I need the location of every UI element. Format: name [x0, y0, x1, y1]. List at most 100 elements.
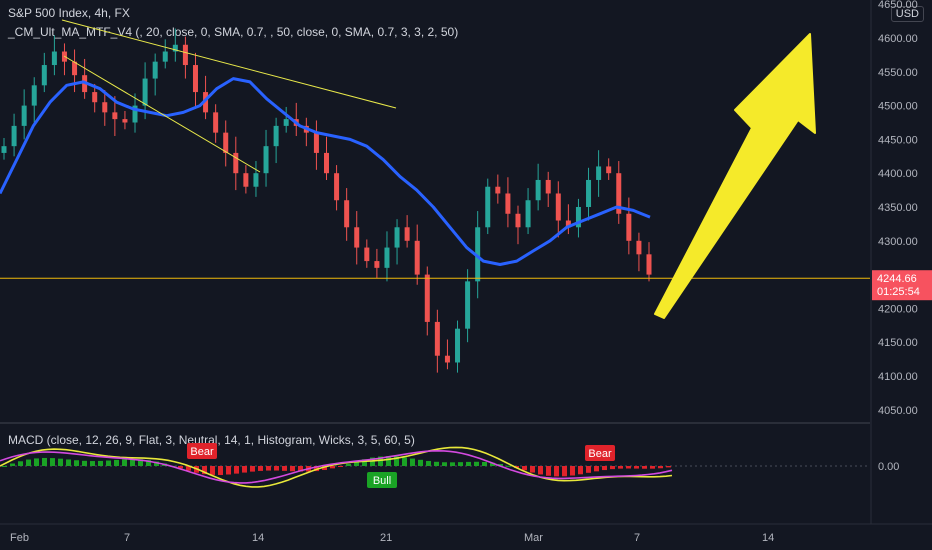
candle-body [545, 179, 551, 194]
candle-body [404, 227, 410, 241]
macd-hist-bar [98, 460, 103, 466]
macd-hist-bar [442, 462, 447, 466]
macd-hist-bar [50, 458, 55, 466]
candle-body [182, 44, 188, 66]
macd-hist-bar [538, 466, 543, 475]
candle-body [344, 200, 350, 228]
candle-body [444, 355, 450, 363]
candle-body [535, 179, 541, 201]
y-tick-label: 4500.00 [878, 101, 918, 113]
candle-body [233, 152, 239, 174]
macd-hist-bar [266, 466, 271, 471]
macd-hist-bar [634, 466, 639, 469]
candle-body [92, 92, 98, 103]
candle-body [515, 213, 521, 228]
macd-hist-bar [626, 466, 631, 469]
candle-body [616, 173, 622, 214]
macd-hist-bar [546, 466, 551, 476]
candle-body [525, 200, 531, 228]
y-tick-label: 4200.00 [878, 303, 918, 315]
signal-label-bear: Bear [585, 445, 615, 461]
candle-body [243, 173, 249, 187]
macd-hist-bar [530, 466, 535, 473]
macd-hist-bar [586, 466, 591, 473]
macd-hist-bar [210, 466, 215, 475]
macd-hist-bar [554, 466, 559, 477]
candle-body [152, 61, 158, 79]
macd-hist-bar [506, 465, 511, 467]
candle-body [11, 125, 17, 147]
candle-body [495, 186, 501, 194]
candle-body [192, 65, 198, 93]
macd-pane: Bear Bull Bear [0, 443, 673, 488]
candle-body [384, 247, 390, 268]
macd-hist-bar [594, 466, 599, 472]
signal-label-bg [585, 445, 615, 461]
macd-hist-bar [26, 459, 31, 466]
macd-legend: MACD (close, 12, 26, 9, Flat, 3, Neutral… [8, 433, 415, 447]
macd-hist-bar [122, 459, 127, 466]
macd-hist-bar [2, 466, 7, 467]
candle-body [555, 193, 561, 221]
macd-hist-bar [642, 466, 647, 469]
y-tick-label: 4650.00 [878, 0, 918, 11]
x-tick-label: Mar [524, 532, 543, 544]
ma-line [0, 77, 651, 266]
y-tick-label: 4150.00 [878, 337, 918, 349]
candle-body [455, 328, 461, 363]
macd-hist-bar [330, 466, 335, 469]
macd-hist-bar [74, 460, 79, 466]
x-tick-label: 7 [124, 532, 130, 544]
macd-hist-bar [314, 466, 319, 472]
candle-body [31, 85, 37, 106]
y-tick-label: 4300.00 [878, 236, 918, 248]
symbol-title: S&P 500 Index, 4h, FX [8, 6, 130, 20]
macd-hist-bar [338, 466, 343, 467]
candle-body [636, 240, 642, 255]
candle-body [465, 281, 471, 329]
candle-body [273, 125, 279, 147]
candle-body [172, 44, 178, 52]
candle-body [646, 254, 652, 275]
macd-hist-bar [458, 462, 463, 466]
y-tick-label: 4050.00 [878, 405, 918, 417]
macd-hist-bar [138, 459, 143, 466]
signal-label-bg [187, 443, 217, 459]
macd-hist-bar [578, 466, 583, 475]
macd-hist-bar [362, 459, 367, 466]
candle-body [203, 92, 209, 113]
macd-hist-bar [242, 466, 247, 473]
macd-hist-bar [650, 466, 655, 469]
candle-body [142, 78, 148, 106]
macd-hist-bar [82, 460, 87, 466]
currency-button[interactable]: USD [890, 6, 924, 22]
candle-body [162, 51, 168, 62]
candle-body [586, 179, 592, 207]
macd-hist-bar [410, 458, 415, 466]
candle-body [424, 274, 430, 322]
candle-body [565, 220, 571, 228]
candle-body [72, 61, 78, 76]
macd-hist-bar [146, 460, 151, 466]
candle-body [475, 227, 481, 282]
macd-hist-bar [42, 457, 47, 466]
signal-label-text: Bear [190, 446, 214, 458]
macd-hist-bar [290, 466, 295, 472]
candle-body [606, 166, 612, 174]
macd-hist-bar [282, 466, 287, 471]
signal-label-bear: Bear [187, 443, 217, 459]
candle-body [253, 173, 259, 187]
macd-hist-bar [226, 466, 231, 475]
macd-hist-bar [186, 466, 191, 471]
macd-hist-bar [58, 458, 63, 466]
macd-hist-bar [18, 461, 23, 466]
candle-body [485, 186, 491, 228]
candle-body [324, 152, 329, 174]
trendline-upper [61, 19, 397, 109]
candle-body [223, 132, 229, 153]
macd-hist-bar [498, 464, 503, 466]
macd-hist-bar [250, 466, 255, 472]
price-tag-value: 4244.66 [877, 273, 917, 285]
candle-body [394, 227, 400, 248]
